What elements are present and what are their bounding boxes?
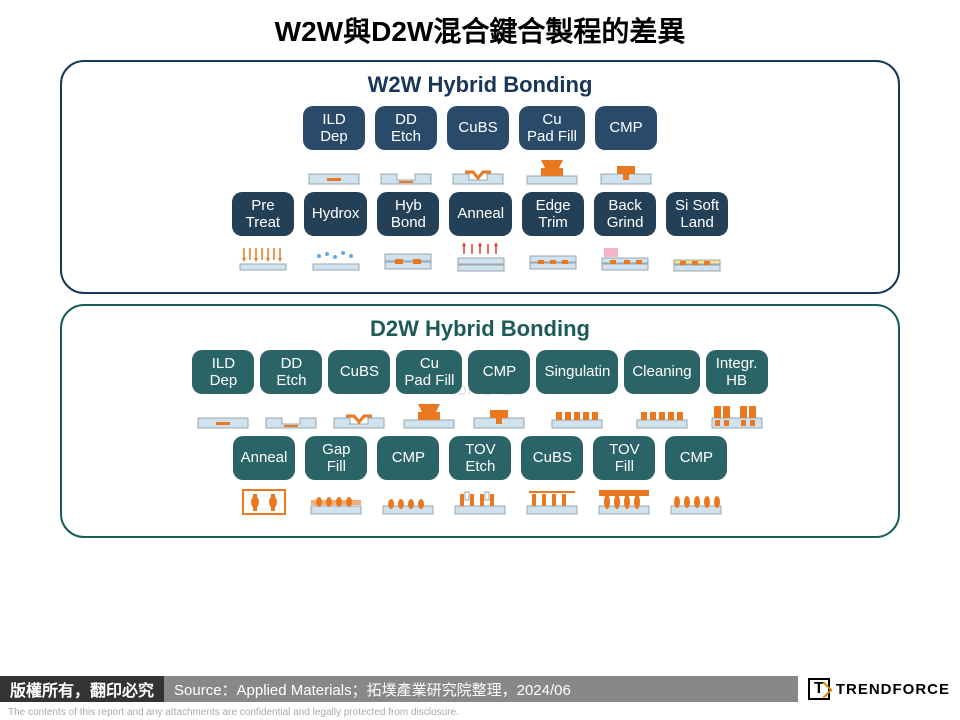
- process-step: TOV Etch: [449, 436, 511, 518]
- wafer-trench-icon: [260, 398, 322, 432]
- wafer-seed-icon: [447, 154, 509, 188]
- footer: 版權所有，翻印必究 Source：Applied Materials；拓墣產業研…: [0, 676, 960, 702]
- tov-etch-icon: [449, 484, 511, 518]
- process-step: Edge Trim: [522, 192, 584, 274]
- process-step: CMP: [595, 106, 657, 188]
- process-step: CuBS: [328, 350, 390, 432]
- logo-text: TRENDFORCE: [836, 681, 950, 698]
- process-step: Cu Pad Fill: [519, 106, 585, 188]
- integr-hb-icon: [706, 398, 768, 432]
- w2w-title: W2W Hybrid Bonding: [82, 72, 878, 98]
- page-title: W2W與D2W混合鍵合製程的差異: [0, 0, 960, 56]
- d2w-row1: ILD DepDD EtchCuBSCu Pad FillCMPSingulat…: [82, 350, 878, 432]
- step-chip: Cu Pad Fill: [396, 350, 462, 394]
- step-chip: DD Etch: [260, 350, 322, 394]
- soft-land-icon: [666, 240, 728, 274]
- wafer-cmp-icon: [468, 398, 530, 432]
- step-chip: CMP: [468, 350, 530, 394]
- wafer-seed-icon: [328, 398, 390, 432]
- process-step: Anneal: [449, 192, 512, 274]
- process-step: CMP: [468, 350, 530, 432]
- edge-trim-icon: [522, 240, 584, 274]
- source-text: Source：Applied Materials；拓墣產業研究院整理，2024/…: [164, 676, 798, 702]
- step-chip: TOV Fill: [593, 436, 655, 480]
- step-chip: CMP: [665, 436, 727, 480]
- wafer-trench-icon: [375, 154, 437, 188]
- step-chip: TOV Etch: [449, 436, 511, 480]
- wafer-fill-icon: [398, 398, 460, 432]
- step-chip: Hydrox: [304, 192, 368, 236]
- dies-icon: [631, 398, 693, 432]
- step-chip: Gap Fill: [305, 436, 367, 480]
- step-chip: CuBS: [521, 436, 583, 480]
- copyright-badge: 版權所有，翻印必究: [0, 676, 164, 702]
- wafer-cmp-icon: [595, 154, 657, 188]
- d-cmp1-icon: [377, 484, 439, 518]
- process-step: ILD Dep: [303, 106, 365, 188]
- trendforce-logo: T TRENDFORCE: [798, 676, 960, 702]
- step-chip: Singulatin: [536, 350, 618, 394]
- process-step: Si Soft Land: [666, 192, 728, 274]
- step-chip: Hyb Bond: [377, 192, 439, 236]
- gap-fill-icon: [305, 484, 367, 518]
- process-step: Cleaning: [624, 350, 699, 432]
- process-step: Anneal: [233, 436, 296, 518]
- pre-treat-icon: [232, 240, 294, 274]
- step-chip: CMP: [595, 106, 657, 150]
- step-chip: DD Etch: [375, 106, 437, 150]
- process-step: CMP: [665, 436, 727, 518]
- w2w-panel: W2W Hybrid Bonding ILD DepDD EtchCuBSCu …: [60, 60, 900, 294]
- d2w-row2: AnnealGap FillCMPTOV EtchCuBSTOV FillCMP: [82, 436, 878, 518]
- d2w-panel: D2W Hybrid Bonding ILD DepDD EtchCuBSCu …: [60, 304, 900, 538]
- tov-seed-icon: [521, 484, 583, 518]
- step-chip: Pre Treat: [232, 192, 294, 236]
- logo-mark-icon: T: [808, 678, 830, 700]
- disclaimer: The contents of this report and any atta…: [8, 707, 459, 718]
- w2w-row1: ILD DepDD EtchCuBSCu Pad FillCMP: [82, 106, 878, 188]
- wafer-flat-icon: [303, 154, 365, 188]
- process-step: ILD Dep: [192, 350, 254, 432]
- d-cmp2-icon: [665, 484, 727, 518]
- process-step: Hyb Bond: [377, 192, 439, 274]
- process-step: Cu Pad Fill: [396, 350, 462, 432]
- process-step: Back Grind: [594, 192, 656, 274]
- process-step: Singulatin: [536, 350, 618, 432]
- w2w-row2: Pre TreatHydroxHyb BondAnnealEdge TrimBa…: [82, 192, 878, 274]
- wafer-flat-icon: [192, 398, 254, 432]
- step-chip: Anneal: [233, 436, 296, 480]
- anneal-icon: [450, 240, 512, 274]
- step-chip: Cleaning: [624, 350, 699, 394]
- grind-icon: [594, 240, 656, 274]
- step-chip: Cu Pad Fill: [519, 106, 585, 150]
- step-chip: CMP: [377, 436, 439, 480]
- process-step: Integr. HB: [706, 350, 768, 432]
- process-step: Gap Fill: [305, 436, 367, 518]
- process-step: Pre Treat: [232, 192, 294, 274]
- step-chip: Edge Trim: [522, 192, 584, 236]
- step-chip: ILD Dep: [303, 106, 365, 150]
- step-chip: Back Grind: [594, 192, 656, 236]
- step-chip: CuBS: [447, 106, 509, 150]
- process-step: DD Etch: [375, 106, 437, 188]
- dies-icon: [546, 398, 608, 432]
- step-chip: CuBS: [328, 350, 390, 394]
- process-step: CuBS: [447, 106, 509, 188]
- process-step: CMP: [377, 436, 439, 518]
- stack-icon: [377, 240, 439, 274]
- step-chip: Integr. HB: [706, 350, 768, 394]
- step-chip: Anneal: [449, 192, 512, 236]
- d2w-title: D2W Hybrid Bonding: [82, 316, 878, 342]
- process-step: Hydrox: [304, 192, 368, 274]
- step-chip: ILD Dep: [192, 350, 254, 394]
- process-step: TOV Fill: [593, 436, 655, 518]
- hydrox-icon: [305, 240, 367, 274]
- step-chip: Si Soft Land: [666, 192, 728, 236]
- process-step: CuBS: [521, 436, 583, 518]
- process-step: DD Etch: [260, 350, 322, 432]
- wafer-fill-icon: [521, 154, 583, 188]
- d-anneal-icon: [233, 484, 295, 518]
- tov-fill-icon: [593, 484, 655, 518]
